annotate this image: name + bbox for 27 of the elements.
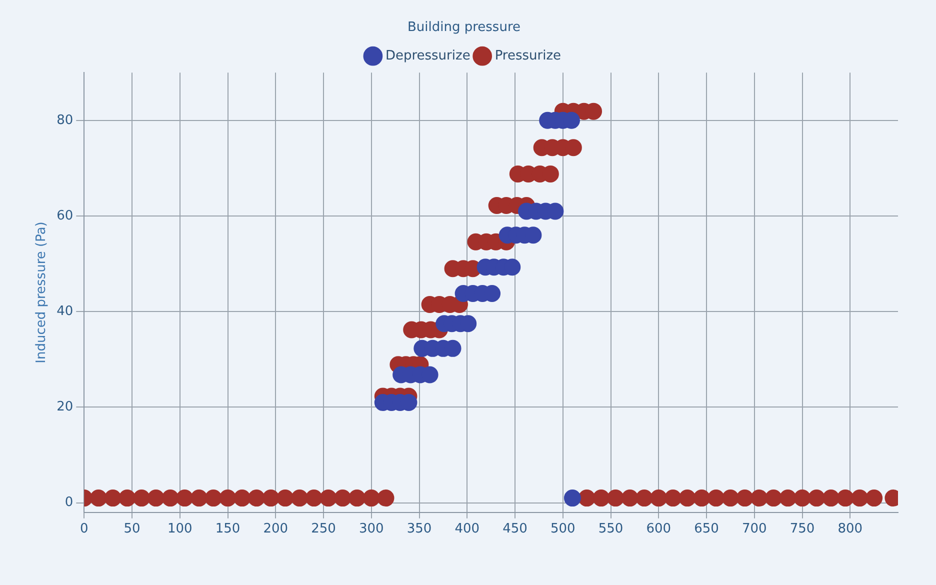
x-tick-label: 600 — [646, 522, 672, 537]
x-tick-label: 200 — [263, 522, 288, 537]
y-axis-title: Induced pressure (Pa) — [34, 222, 50, 364]
x-tick-label: 0 — [80, 522, 88, 537]
y-tick-label: 60 — [56, 208, 74, 224]
x-tick-label: 350 — [406, 522, 432, 537]
x-tick-label: 150 — [215, 522, 240, 537]
x-tick-label: 450 — [502, 522, 528, 537]
y-tick-label: 0 — [64, 495, 74, 510]
chart-title: Building pressure — [407, 20, 521, 36]
x-tick-label: 300 — [358, 522, 384, 537]
y-tick-label: 80 — [56, 112, 74, 128]
x-tick-label: 550 — [598, 522, 624, 537]
x-tick-label: 50 — [124, 522, 140, 537]
y-tick-label: 40 — [56, 304, 74, 319]
x-tick-label: 250 — [311, 522, 336, 537]
x-tick-label: 800 — [838, 522, 863, 537]
x-tick-label: 100 — [167, 522, 192, 537]
x-tick-label: 700 — [742, 522, 767, 537]
x-tick-label: 400 — [454, 522, 480, 537]
legend-label: Pressurize — [494, 48, 562, 64]
legend-label: Depressurize — [385, 48, 470, 64]
x-tick-label: 500 — [550, 522, 576, 537]
x-tick-label: 650 — [694, 522, 719, 537]
y-tick-label: 20 — [56, 400, 74, 415]
x-tick-label: 750 — [790, 522, 815, 537]
point — [564, 490, 581, 507]
